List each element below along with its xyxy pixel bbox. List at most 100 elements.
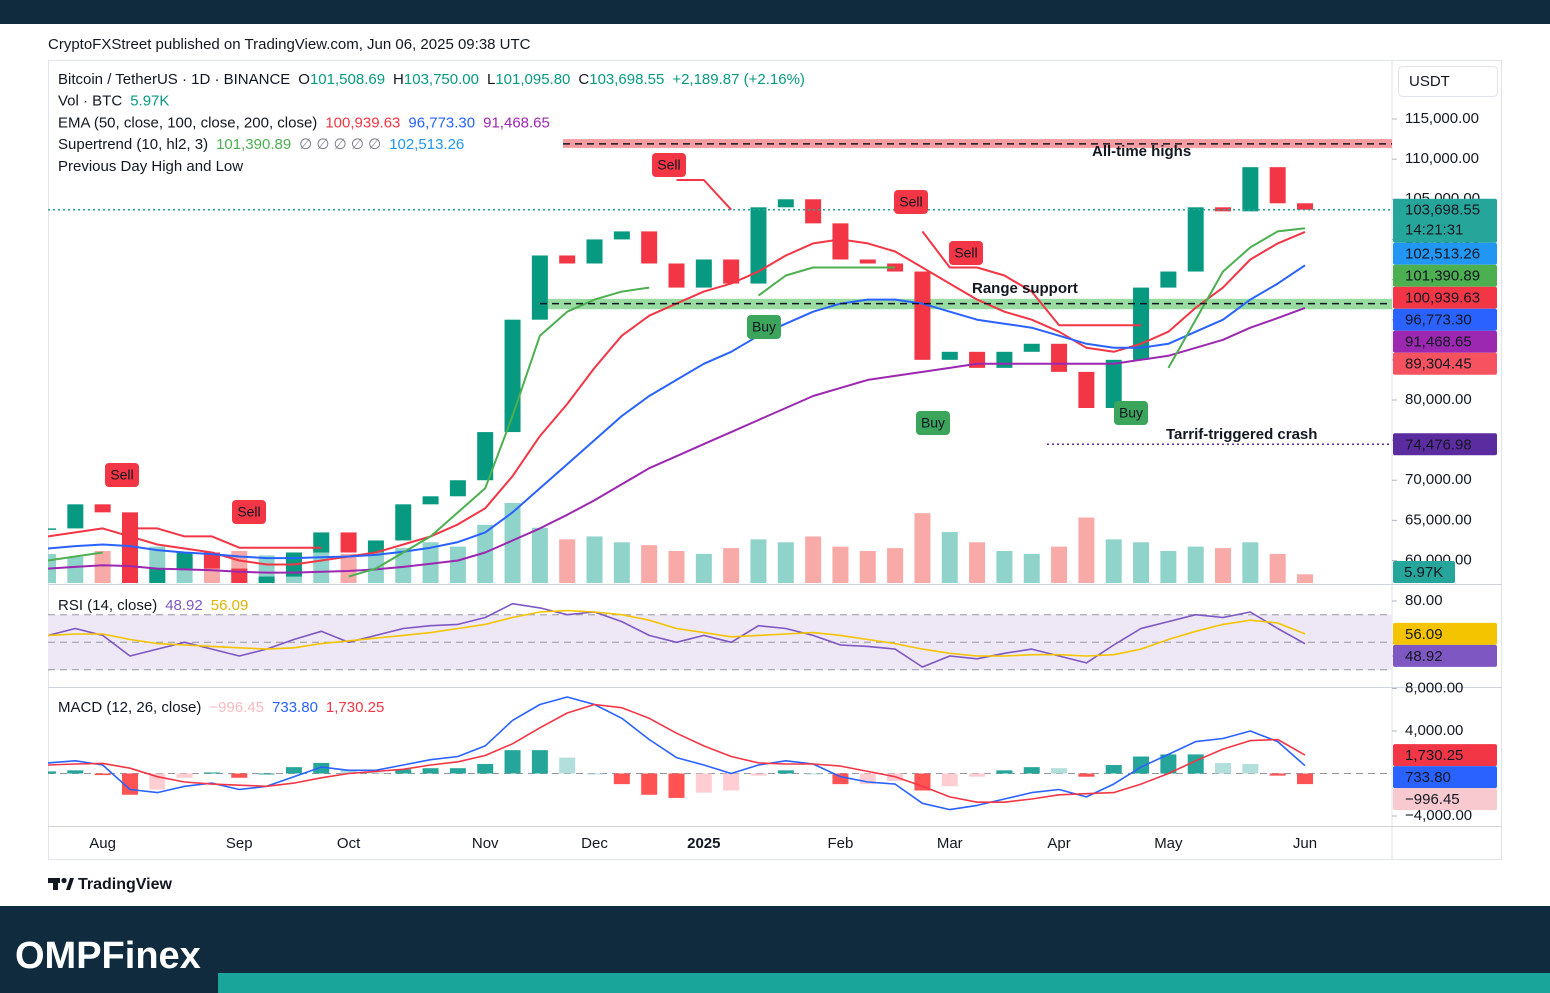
candle <box>559 255 576 264</box>
volume-bar <box>641 545 658 583</box>
volume-bar <box>1023 553 1040 583</box>
histogram-bar <box>1215 762 1232 774</box>
axis-value-label: 91,468.65 <box>1405 334 1472 351</box>
signal-label: Buy <box>1119 405 1143 421</box>
y-tick-label: 115,000.00 <box>1405 110 1479 127</box>
signal-badge <box>747 315 781 339</box>
histogram-bar <box>1105 765 1122 774</box>
annotation: Tarrif-triggered crash <box>1166 426 1317 443</box>
candle <box>449 480 466 497</box>
volume-bar <box>1160 551 1177 583</box>
candle <box>723 259 740 284</box>
volume-bar <box>750 539 767 583</box>
histogram-bar <box>1297 773 1313 785</box>
legend-item: 5.97K <box>130 93 169 110</box>
candle <box>586 239 603 264</box>
volume-bar <box>1078 517 1095 583</box>
y-tick-label: 80,000.00 <box>1405 391 1472 408</box>
legend-item: 48.92 <box>165 597 203 614</box>
legend-item: 102,513.26 <box>389 136 464 153</box>
legend-item: +2,189.87 (+2.16%) <box>672 71 805 88</box>
axis-value-label: 100,939.63 <box>1405 290 1480 307</box>
signal-badge <box>916 411 950 435</box>
axis-value-box <box>1393 352 1497 375</box>
pane <box>48 602 1392 671</box>
axis-value-box <box>1393 622 1497 645</box>
candle <box>695 259 712 288</box>
volume-bar <box>1215 548 1232 583</box>
histogram-bar <box>586 773 603 775</box>
logo-shape <box>53 878 58 890</box>
volume-bar <box>586 536 603 583</box>
histogram-bar <box>231 773 248 778</box>
signal-label: Sell <box>657 157 680 173</box>
histogram-bar <box>914 773 931 791</box>
signal-label: Buy <box>921 415 945 431</box>
legend-item: EMA (50, close, 100, close, 200, close) <box>58 114 317 131</box>
candle <box>1160 271 1177 288</box>
legend-item: 96,773.30 <box>408 114 475 131</box>
legend-item: 101,390.89 <box>216 136 291 153</box>
histogram-bar <box>285 767 302 774</box>
histogram-bar <box>723 773 740 791</box>
candle <box>1242 167 1259 212</box>
legend-item: 56.09 <box>211 597 249 614</box>
logo-shape <box>61 877 67 884</box>
axis-value-box <box>1393 788 1497 811</box>
histogram-bar <box>969 773 986 777</box>
axis-value-label: 89,304.45 <box>1405 356 1472 373</box>
volume-bar <box>887 548 904 583</box>
indicator-line <box>48 227 1306 578</box>
volume-bar <box>1297 574 1313 583</box>
legend-item: O <box>298 71 310 88</box>
candle <box>367 540 384 553</box>
candle <box>859 259 876 264</box>
x-tick-label: Apr <box>1047 835 1070 852</box>
currency: USDT <box>1409 73 1450 90</box>
legend-item: H <box>393 71 404 88</box>
y-tick-label: 4,000.00 <box>1405 722 1463 739</box>
legend-item: 733.80 <box>272 699 318 716</box>
histogram-bar <box>176 773 193 778</box>
legend-item: 1,730.25 <box>326 699 384 716</box>
brand-stripe <box>218 973 1550 993</box>
axis-value-box <box>1393 308 1497 331</box>
axis-value-label: 102,513.26 <box>1405 246 1480 263</box>
x-tick-label: 2025 <box>687 835 720 852</box>
legend-row: MACD (12, 26, close) −996.45 733.80 1,730.2… <box>58 699 384 716</box>
histogram-bar <box>996 770 1013 774</box>
legend-item: 101,508.69 <box>310 71 385 88</box>
axis-value-label: 103,698.55 <box>1405 202 1480 219</box>
volume-bar <box>1269 553 1286 583</box>
candle <box>94 504 111 513</box>
histogram-bar <box>941 773 958 787</box>
volume-bar <box>1187 546 1204 583</box>
axis-value-label: −996.45 <box>1405 791 1460 808</box>
legend-item: ∅ ∅ ∅ ∅ ∅ <box>299 136 381 153</box>
volume-bar <box>94 551 111 583</box>
volume-bar <box>395 548 412 583</box>
volume-bar <box>258 555 275 583</box>
countdown: 14:21:31 <box>1405 222 1463 239</box>
histogram-bar <box>805 773 822 775</box>
axis-value-box <box>1393 242 1497 265</box>
y-tick-label: −4,000.00 <box>1405 807 1472 824</box>
volume-value-label: 5.97K <box>1404 564 1443 581</box>
indicator-line <box>48 609 1306 657</box>
legend-row: Bitcoin / TetherUS · 1D · BINANCE O101,50… <box>58 71 805 88</box>
x-tick-label: May <box>1154 835 1183 852</box>
indicator-line <box>48 306 1306 574</box>
signal-label: Sell <box>110 467 133 483</box>
volume-bar <box>1105 539 1122 583</box>
candle <box>1078 371 1095 408</box>
y-tick-label: 110,000.00 <box>1405 150 1479 167</box>
axis-value-label: 74,476.98 <box>1405 436 1472 453</box>
candle <box>641 231 658 264</box>
volume-bar <box>1242 542 1259 583</box>
legend-item: 91,468.65 <box>483 114 550 131</box>
currency-box <box>1398 66 1498 97</box>
axis-value-label: 101,390.89 <box>1405 268 1480 285</box>
volume-bar <box>996 551 1013 583</box>
chart-frame <box>48 60 1502 860</box>
histogram-bar <box>641 773 658 795</box>
